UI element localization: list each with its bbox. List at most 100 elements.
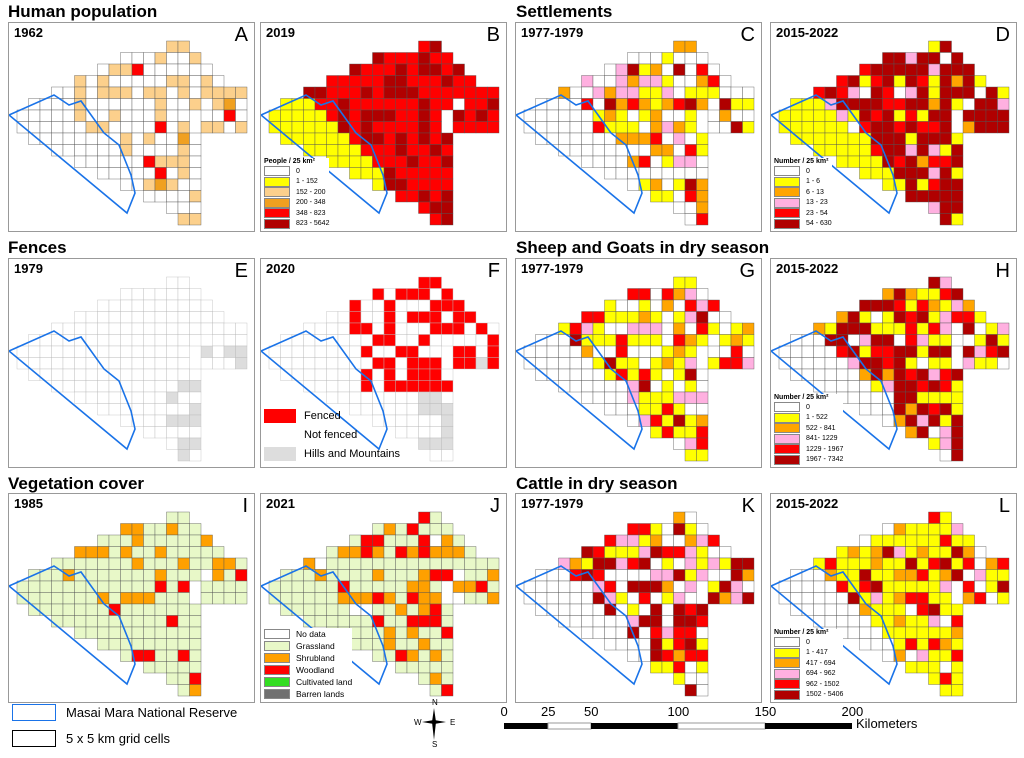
- grid-cell: [859, 75, 872, 88]
- grid-cell: [108, 569, 121, 582]
- grid-cell: [684, 144, 697, 157]
- grid-cell: [939, 437, 952, 450]
- grid-cell: [85, 615, 98, 628]
- grid-cell: [314, 592, 327, 605]
- grid-cell: [166, 603, 179, 616]
- panel-year: 1977-1979: [521, 25, 584, 40]
- grid-cell: [418, 311, 431, 324]
- grid-cell: [108, 98, 121, 111]
- legend-swatch: [774, 166, 800, 177]
- grid-cell: [475, 109, 488, 122]
- grid-cell: [303, 368, 316, 381]
- grid-cell: [650, 299, 663, 312]
- grid-cell: [604, 569, 617, 582]
- legend-label: 0: [806, 167, 810, 175]
- legend-label: 522 - 841: [806, 424, 836, 432]
- grid-cell: [627, 357, 640, 370]
- grid-cell: [28, 109, 41, 122]
- grid-cell: [916, 345, 929, 358]
- grid-cell: [177, 322, 190, 335]
- grid-cell: [742, 569, 755, 582]
- grid-cell: [406, 299, 419, 312]
- grid-cell: [882, 299, 895, 312]
- grid-cell: [429, 557, 442, 570]
- grid-cell: [154, 569, 167, 582]
- scale-bar: 0 25 50 100 150 200 Kilometers: [500, 704, 950, 744]
- grid-cell: [143, 557, 156, 570]
- compass-w: W: [414, 718, 422, 727]
- grid-cell: [166, 52, 179, 65]
- grid-cell: [360, 569, 373, 582]
- grid-cell: [951, 98, 964, 111]
- grid-cell: [143, 155, 156, 168]
- grid-cell: [314, 557, 327, 570]
- grid-cell: [905, 546, 918, 559]
- grid-cell: [627, 322, 640, 335]
- grid-cell: [154, 580, 167, 593]
- grid-cell: [696, 63, 709, 76]
- grid-cell: [85, 334, 98, 347]
- grid-cell: [441, 603, 454, 616]
- grid-cell: [200, 580, 213, 593]
- grid-cell: [882, 334, 895, 347]
- grid-cell: [154, 649, 167, 662]
- grid-cell: [487, 98, 500, 111]
- grid-cell: [615, 63, 628, 76]
- grid-cell: [429, 299, 442, 312]
- grid-cell: [441, 414, 454, 427]
- grid-cell: [395, 534, 408, 547]
- grid-cell: [177, 368, 190, 381]
- map-grid: [261, 511, 500, 697]
- grid-cell: [813, 121, 826, 134]
- grid-cell: [74, 368, 87, 381]
- grid-cell: [372, 121, 385, 134]
- grid-cell: [337, 98, 350, 111]
- grid-cell: [592, 132, 605, 145]
- grid-cell: [985, 109, 998, 122]
- grid-cell: [581, 557, 594, 570]
- grid-cell: [870, 155, 883, 168]
- grid-cell: [627, 368, 640, 381]
- grid-cell: [429, 684, 442, 697]
- grid-cell: [120, 557, 133, 570]
- grid-cell: [418, 334, 431, 347]
- grid-cell: [200, 86, 213, 99]
- grid-cell: [673, 121, 686, 134]
- grid-cell: [696, 661, 709, 674]
- grid-cell: [314, 132, 327, 145]
- grid-cell: [212, 322, 225, 335]
- legend-item: 1 - 6: [774, 176, 832, 188]
- grid-cell: [143, 109, 156, 122]
- grid-cell: [97, 63, 110, 76]
- grid-cell: [143, 311, 156, 324]
- grid-cell: [406, 52, 419, 65]
- grid-cell: [569, 322, 582, 335]
- grid-cell: [696, 437, 709, 450]
- scale-unit: Kilometers: [856, 716, 918, 731]
- grid-cell: [836, 155, 849, 168]
- grid-cell: [859, 299, 872, 312]
- grid-cell: [650, 155, 663, 168]
- grid-cell: [223, 334, 236, 347]
- grid-cell: [870, 63, 883, 76]
- grid-cell: [985, 345, 998, 358]
- grid-cell: [673, 334, 686, 347]
- map-panel-L: 2015-2022 L Number / 25 km² 0 1 - 417 417 - 6…: [770, 493, 1017, 703]
- grid-cell: [650, 580, 663, 593]
- grid-cell: [383, 299, 396, 312]
- grid-cell: [177, 557, 190, 570]
- grid-cell: [441, 615, 454, 628]
- grid-cell: [383, 380, 396, 393]
- legend-title: Number / 25 km²: [774, 158, 829, 165]
- grid-cell: [696, 201, 709, 214]
- grid-cell: [650, 534, 663, 547]
- map-grid: [771, 40, 1010, 226]
- grid-cell: [592, 357, 605, 370]
- grid-cell: [916, 580, 929, 593]
- grid-cell: [131, 311, 144, 324]
- grid-cell: [581, 626, 594, 639]
- grid-cell: [730, 569, 743, 582]
- grid-cell: [893, 288, 906, 301]
- grid-cell: [673, 144, 686, 157]
- grid-cell: [916, 626, 929, 639]
